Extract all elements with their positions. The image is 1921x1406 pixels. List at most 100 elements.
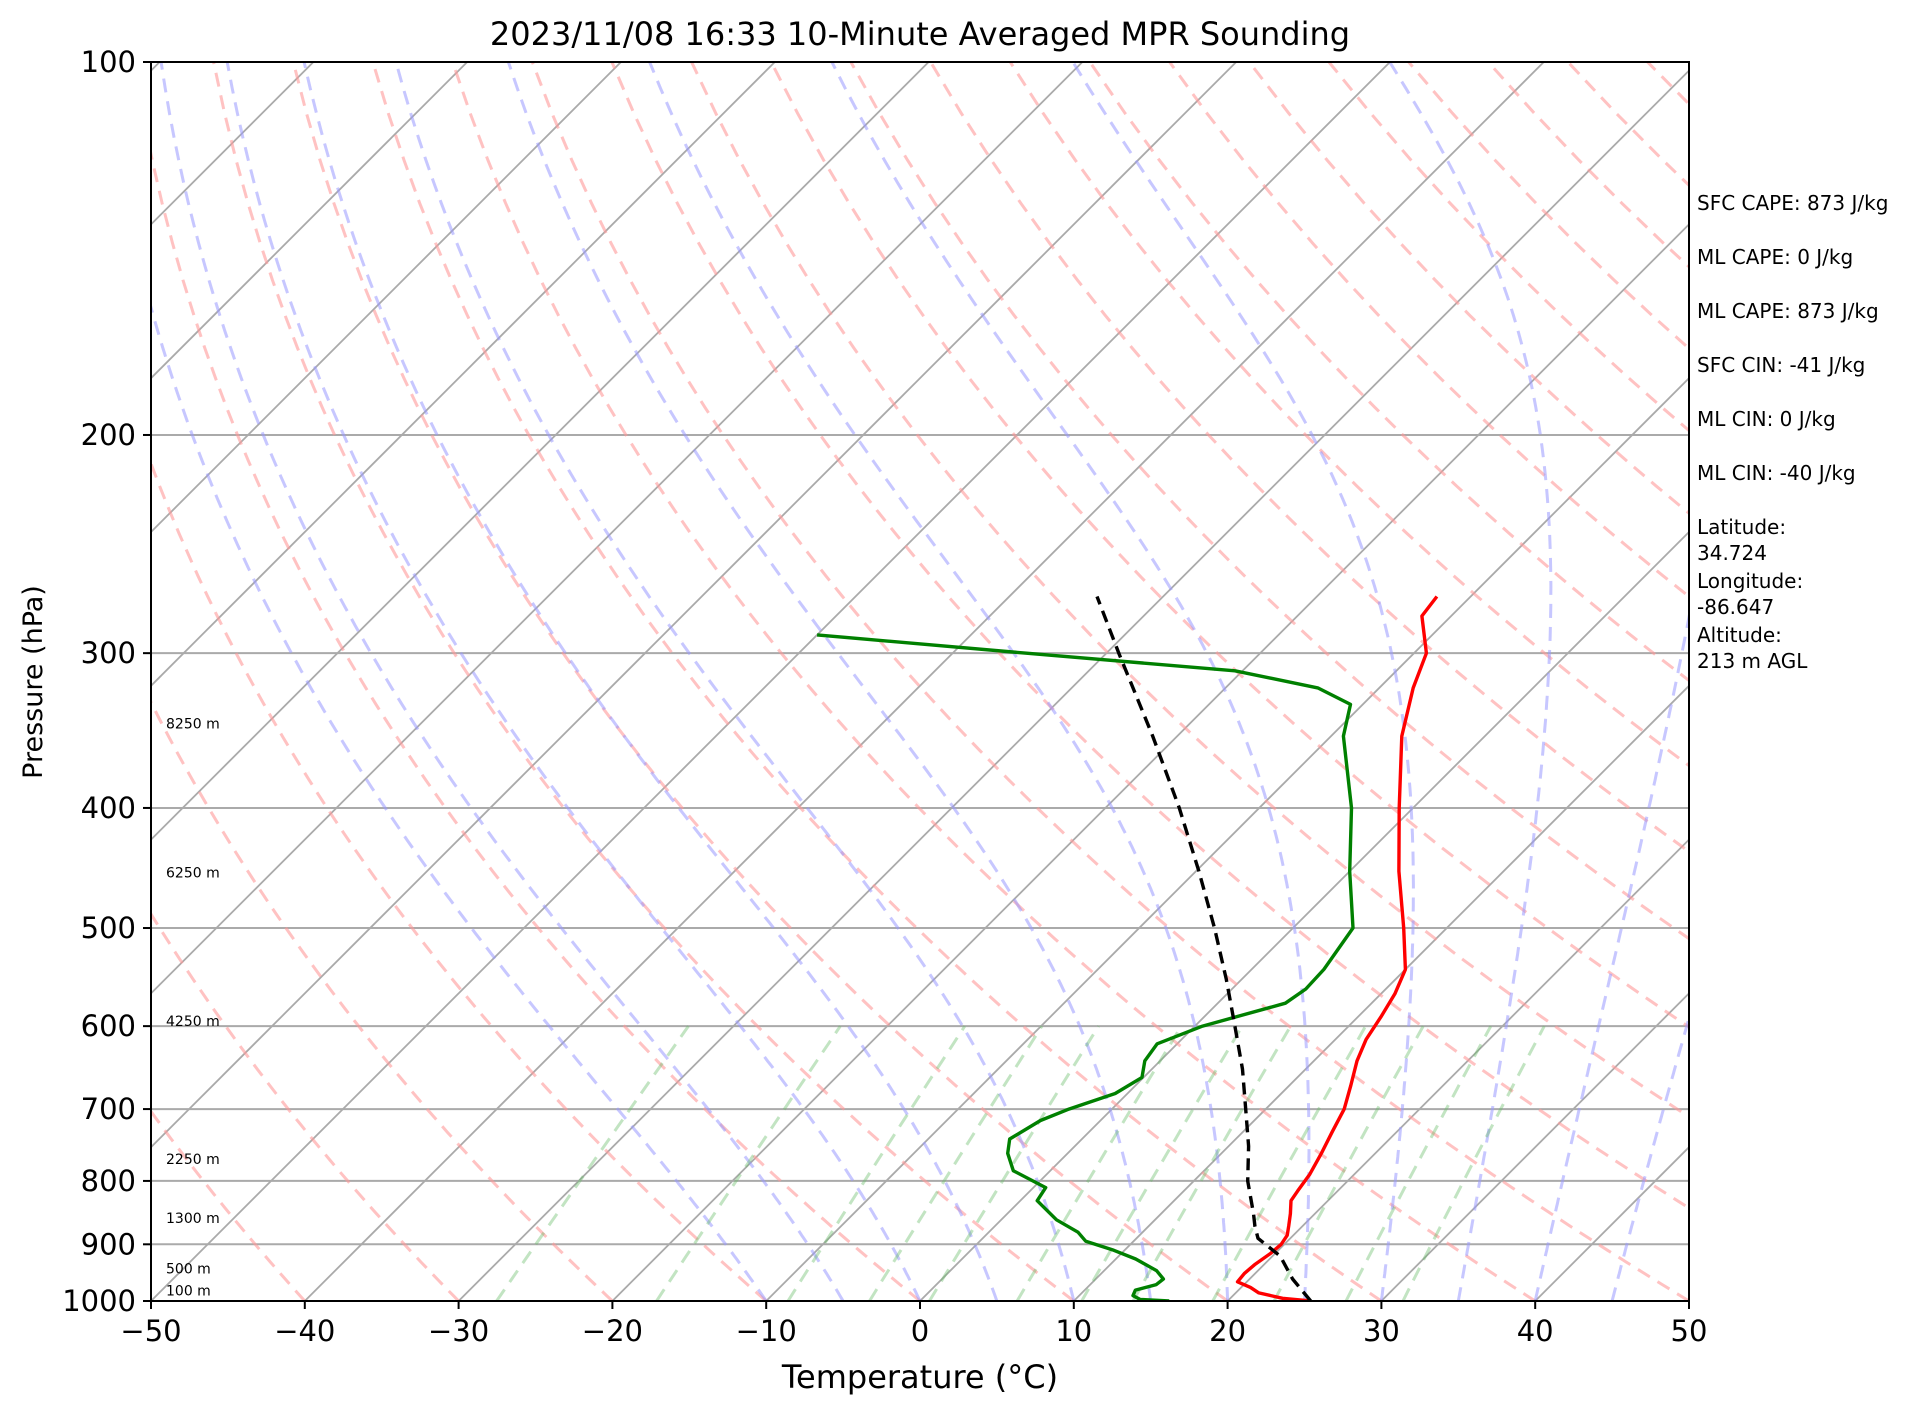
dry-adiabat (769, 62, 1689, 1029)
dry-adiabat (849, 62, 1689, 941)
dry-adiabat (451, 62, 1537, 1301)
series-layer (816, 595, 1439, 1301)
isotherm (151, 62, 468, 380)
isotherm (151, 62, 930, 841)
dry-adiabat (690, 62, 1689, 1119)
info-text: Latitude: (1697, 515, 1786, 539)
dry-adiabat (371, 62, 1383, 1301)
mixing-ratio-line (495, 1025, 690, 1301)
height-label: 4250 m (166, 1014, 220, 1030)
info-text: Longitude: (1697, 569, 1803, 593)
moist-adiabat (394, 62, 1076, 1301)
height-labels: 100 m 500 m 1300 m 2250 m 4250 m 6250 m 8250 m (166, 716, 220, 1299)
info-text: SFC CAPE: 873 J/kg (1697, 191, 1888, 215)
moist-adiabat (648, 62, 1230, 1301)
isotherm (0, 62, 6, 1301)
mixing-ratio-line (928, 1025, 1100, 1301)
height-label: 100 m (166, 1284, 211, 1300)
dry-adiabat (1887, 62, 1921, 1301)
chart-title: 2023/11/08 16:33 10-Minute Averaged MPR … (490, 15, 1350, 53)
dry-adiabat (530, 62, 1689, 1301)
moist-adiabat (1071, 62, 1415, 1301)
isotherm (151, 62, 1084, 995)
isotherm (919, 530, 1689, 1301)
x-tick-label: 0 (911, 1314, 929, 1348)
moist-adiabat (159, 62, 845, 1301)
dry-adiabat (151, 459, 768, 1301)
info-text: ML CIN: 0 J/kg (1697, 407, 1836, 431)
height-label: 1300 m (166, 1211, 220, 1227)
moist-adiabat (302, 62, 999, 1301)
isotherm (151, 62, 1391, 1301)
plot-frame (150, 61, 1690, 1302)
y-tick-label: 1000 (62, 1284, 136, 1318)
y-tick-label: 300 (81, 636, 136, 670)
info-text: Altitude: (1697, 623, 1782, 647)
x-axis-label: Temperature (°C) (781, 1358, 1058, 1396)
info-text: 213 m AGL (1697, 649, 1808, 673)
mixing-ratio-line (1080, 1025, 1244, 1301)
x-tick-label: −50 (120, 1314, 181, 1348)
moist-adiabat (225, 62, 922, 1301)
mixing-ratio-line (786, 1025, 967, 1301)
info-text: SFC CIN: -41 J/kg (1697, 353, 1865, 377)
x-tick-label: −40 (274, 1314, 335, 1348)
dry-adiabat (151, 1108, 306, 1301)
mixing-ratio-line (1272, 1025, 1425, 1301)
y-tick-label: 500 (81, 911, 136, 945)
moist-adiabat (506, 62, 1153, 1301)
dewpoint-line (816, 633, 1355, 1301)
dry-adiabat (291, 62, 1229, 1301)
isotherm (1226, 838, 1689, 1301)
x-tick-label: 30 (1363, 1314, 1400, 1348)
isotherm (611, 223, 1689, 1301)
height-label: 500 m (166, 1261, 211, 1277)
height-label: 2250 m (166, 1152, 220, 1168)
y-tick-label: 200 (81, 418, 136, 452)
dry-adiabat (151, 911, 460, 1301)
y-axis-label: Pressure (hPa) (18, 585, 49, 779)
x-tick-label: 10 (1055, 1314, 1092, 1348)
info-text: -86.647 (1697, 595, 1774, 619)
dry-adiabat (212, 62, 1075, 1301)
parcel-line (1095, 595, 1313, 1301)
y-tick-label: 400 (81, 791, 136, 825)
isotherm (151, 62, 1237, 1149)
isotherm (151, 62, 776, 688)
y-tick-label: 900 (81, 1227, 136, 1261)
info-text: ML CAPE: 873 J/kg (1697, 299, 1879, 323)
moist-adiabat (830, 62, 1311, 1301)
height-label: 8250 m (166, 716, 220, 732)
info-text: ML CAPE: 0 J/kg (1697, 245, 1853, 269)
temperature-line (1235, 595, 1439, 1301)
mixing-ratio-line (868, 1025, 1044, 1301)
dry-adiabat (929, 62, 1689, 854)
y-tick-label: 600 (81, 1009, 136, 1043)
mixing-ratio-line (655, 1025, 842, 1301)
axis-ticks: −50 −40 −30 −20 −10 0 10 20 30 40 50 100 200 300 400 50… (62, 45, 1707, 1348)
isotherm (765, 376, 1689, 1301)
mixing-ratio-line (1015, 1025, 1183, 1301)
dry-adiabat (610, 62, 1689, 1210)
isotherm (457, 69, 1689, 1301)
y-tick-label: 700 (81, 1092, 136, 1126)
isotherm (151, 62, 622, 534)
isotherm (1073, 684, 1689, 1301)
y-tick-label: 100 (81, 45, 136, 79)
info-text: ML CIN: -40 J/kg (1697, 461, 1856, 485)
x-tick-label: 20 (1209, 1314, 1246, 1348)
x-tick-label: −20 (582, 1314, 643, 1348)
mixing-ratio-line (1344, 1025, 1493, 1301)
info-text: 34.724 (1697, 541, 1767, 565)
x-tick-label: 50 (1671, 1314, 1708, 1348)
dry-adiabat (151, 146, 921, 1301)
background-lines (0, 62, 1921, 1301)
x-tick-label: −30 (428, 1314, 489, 1348)
y-tick-label: 800 (81, 1164, 136, 1198)
x-tick-label: −10 (736, 1314, 797, 1348)
height-label: 6250 m (166, 865, 220, 881)
isotherm (304, 62, 1545, 1301)
dry-adiabat (151, 699, 614, 1301)
info-panel: SFC CAPE: 873 J/kg ML CAPE: 0 J/kg ML CAPE… (1697, 191, 1888, 673)
